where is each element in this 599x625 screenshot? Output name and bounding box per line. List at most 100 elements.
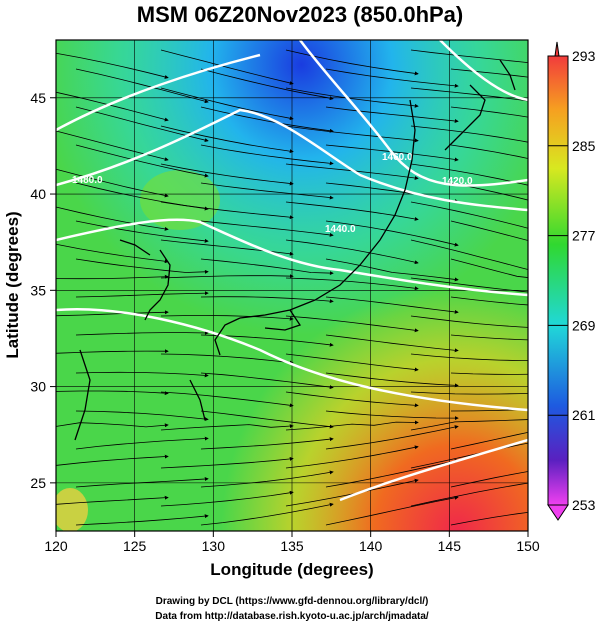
colorbar: 293 285 277 269 261 253 <box>547 41 596 521</box>
streamline <box>56 454 169 466</box>
streamline <box>325 334 459 353</box>
contour-label-1440: 1440.0 <box>325 224 356 235</box>
streamline <box>75 436 209 450</box>
map-title: MSM 06Z20Nov2023 (850.0hPa) <box>137 2 464 27</box>
streamline <box>410 277 528 293</box>
streamline <box>410 419 528 431</box>
x-tick-label: 120 <box>44 538 68 554</box>
streamline <box>285 87 419 108</box>
streamline <box>410 49 528 64</box>
streamline <box>410 315 528 328</box>
x-tick-label: 135 <box>280 538 304 554</box>
streamline <box>200 470 334 488</box>
streamline <box>56 390 169 396</box>
streamline <box>200 182 334 200</box>
streamline <box>285 201 419 221</box>
y-axis-ticks: 25 30 35 40 45 <box>30 90 56 491</box>
streamline <box>56 52 169 79</box>
grid-lines <box>56 40 528 531</box>
streamline <box>325 410 459 421</box>
streamline <box>450 431 528 450</box>
streamline <box>56 495 169 505</box>
streamline <box>75 258 209 274</box>
streamline <box>200 144 334 166</box>
streamline <box>160 424 294 431</box>
streamline <box>200 502 334 526</box>
streamline <box>200 437 334 450</box>
streamline <box>410 353 528 362</box>
streamline <box>325 425 459 450</box>
streamline <box>200 372 334 390</box>
streamline <box>200 68 334 101</box>
streamline <box>200 410 334 429</box>
streamline <box>56 168 169 198</box>
streamline <box>285 239 419 265</box>
streamline <box>325 495 459 526</box>
streamline <box>160 163 294 186</box>
coastlines <box>74 59 516 441</box>
streamline <box>450 372 528 375</box>
streamline <box>450 258 528 278</box>
streamline <box>160 49 294 85</box>
streamline <box>410 87 528 102</box>
credit-drawing: Drawing by DCL (https://www.gfd-dennou.o… <box>156 596 429 607</box>
streamline <box>450 296 528 306</box>
streamline <box>160 353 294 365</box>
x-axis-label: Longitude (degrees) <box>210 560 373 579</box>
y-tick-label: 40 <box>30 186 46 202</box>
streamline <box>450 511 528 526</box>
streamline <box>325 106 459 123</box>
y-tick-label: 30 <box>30 379 46 395</box>
streamline <box>200 220 334 237</box>
x-axis-ticks: 120 125 130 135 140 145 150 <box>44 531 540 554</box>
colorbar-tick-label: 253 <box>572 497 596 513</box>
streamline <box>450 106 528 118</box>
streamline <box>325 296 459 314</box>
streamline <box>200 296 334 304</box>
streamline <box>75 144 209 178</box>
x-tick-label: 140 <box>359 538 383 554</box>
streamline <box>325 372 459 388</box>
streamline <box>450 334 528 341</box>
streamline <box>200 258 334 276</box>
streamline <box>450 182 528 201</box>
y-axis-label: Latitude (degrees) <box>3 211 22 358</box>
streamline <box>410 201 528 229</box>
streamline <box>160 201 294 220</box>
streamline <box>200 106 334 133</box>
colorbar-tick-label: 293 <box>572 48 596 64</box>
streamline <box>56 349 169 354</box>
streamline <box>56 206 169 231</box>
y-tick-label: 35 <box>30 282 46 298</box>
streamline <box>285 315 419 333</box>
streamline <box>75 220 209 243</box>
y-tick-label: 25 <box>30 475 46 491</box>
contour-label-1480: 1480.0 <box>72 175 103 186</box>
contour-label-1420: 1420.0 <box>442 176 473 187</box>
streamline <box>285 49 419 76</box>
streamline <box>325 459 459 488</box>
streamline <box>56 274 169 280</box>
streamline <box>75 371 209 378</box>
x-tick-label: 125 <box>123 538 147 554</box>
x-tick-label: 150 <box>516 538 540 554</box>
height-contours <box>56 40 528 502</box>
streamline <box>410 482 528 507</box>
streamline <box>75 410 209 422</box>
streamline <box>75 477 209 488</box>
streamline <box>450 144 528 159</box>
streamline <box>160 490 294 507</box>
streamline <box>325 220 459 247</box>
streamline <box>410 239 528 270</box>
streamline <box>285 277 419 291</box>
streamline <box>285 445 419 469</box>
streamline <box>450 471 528 488</box>
streamline <box>160 125 294 154</box>
streamline <box>325 68 459 88</box>
y-tick-label: 45 <box>30 90 46 106</box>
streamline <box>325 258 459 282</box>
colorbar-tick-label: 285 <box>572 138 596 154</box>
wind-streamlines <box>56 49 528 526</box>
streamline <box>75 68 209 104</box>
